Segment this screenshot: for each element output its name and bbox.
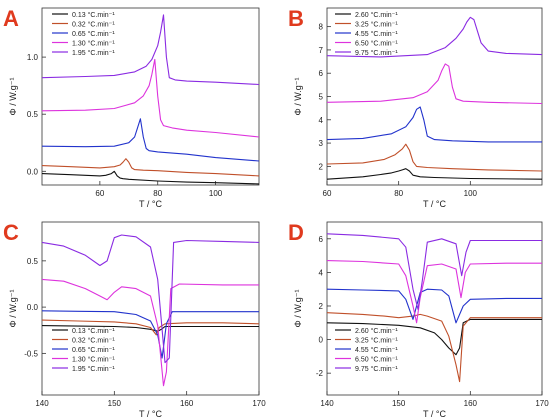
x-tick-label: 80 <box>153 189 162 198</box>
y-tick-label: 7 <box>319 46 324 55</box>
y-axis-label: Φ / W.g⁻¹ <box>8 78 18 116</box>
panel-letter: A <box>3 6 19 31</box>
series-line <box>327 318 542 356</box>
x-tick-label: 140 <box>320 399 334 408</box>
legend-label: 2.60 °C.min⁻¹ <box>355 11 398 19</box>
y-tick-label: 1.0 <box>27 53 39 62</box>
series-line <box>42 158 259 177</box>
series-line <box>327 233 542 310</box>
series-line <box>327 63 542 105</box>
x-tick-label: 100 <box>464 189 478 198</box>
y-tick-label: 5 <box>319 93 324 102</box>
legend-label: 3.25 °C.min⁻¹ <box>355 337 398 345</box>
legend-label: 0.13 °C.min⁻¹ <box>72 327 115 335</box>
y-tick-label: 4 <box>319 268 324 277</box>
panel-a: A 60 80 100 0.0 0.5 1.0 T / °C Φ / W.g⁻¹ 0.13 °C.… <box>3 6 260 209</box>
y-tick-label: 0.0 <box>27 167 39 176</box>
series-line <box>42 14 259 86</box>
y-tick-label: 0.5 <box>27 110 39 119</box>
series-line <box>327 260 542 324</box>
x-axis-label: T / °C <box>423 199 446 209</box>
legend-label: 0.32 °C.min⁻¹ <box>72 337 115 345</box>
panel-d: D 140 150 160 170 -2 0 2 4 6 T / °C Φ / W.g⁻¹ 2.60 °… <box>288 220 549 418</box>
legend-label: 1.30 °C.min⁻¹ <box>72 40 115 48</box>
y-tick-label: 6 <box>319 69 324 78</box>
plot-frame <box>326 221 543 396</box>
y-tick-label: 3 <box>319 139 324 148</box>
y-tick-label: 8 <box>319 23 324 32</box>
legend-label: 0.32 °C.min⁻¹ <box>72 21 115 29</box>
x-tick-label: 60 <box>323 189 332 198</box>
legend-label: 0.65 °C.min⁻¹ <box>72 30 115 38</box>
legend: 2.60 °C.min⁻¹ 3.25 °C.min⁻¹4.55 °C.min⁻¹ 6… <box>335 11 398 57</box>
x-tick-label: 100 <box>209 189 223 198</box>
legend-label: 4.55 °C.min⁻¹ <box>355 346 398 354</box>
series-line <box>42 118 259 162</box>
x-tick-label: 80 <box>394 189 403 198</box>
x-tick-label: 170 <box>252 399 266 408</box>
legend-label: 2.60 °C.min⁻¹ <box>355 327 398 335</box>
x-tick-label: 160 <box>464 399 478 408</box>
series-line <box>327 168 542 180</box>
x-tick-label: 140 <box>35 399 49 408</box>
x-tick-label: 150 <box>108 399 122 408</box>
y-axis-label: Φ / W.g⁻¹ <box>8 290 18 328</box>
legend-label: 1.95 °C.min⁻¹ <box>72 49 115 57</box>
y-tick-label: -0.5 <box>24 349 38 358</box>
legend-label: 3.25 °C.min⁻¹ <box>355 21 398 29</box>
series-line <box>42 234 259 364</box>
y-tick-label: -2 <box>316 369 324 378</box>
y-tick-label: 2 <box>319 302 324 311</box>
x-tick-label: 150 <box>392 399 406 408</box>
series-line <box>327 16 542 58</box>
y-tick-label: 0 <box>319 336 324 345</box>
series-line <box>327 143 542 172</box>
legend-label: 1.30 °C.min⁻¹ <box>72 356 115 364</box>
legend-label: 0.13 °C.min⁻¹ <box>72 11 115 19</box>
legend-label: 9.75 °C.min⁻¹ <box>355 49 398 57</box>
legend: 0.13 °C.min⁻¹ 0.32 °C.min⁻¹0.65 °C.min⁻¹ 1… <box>52 327 115 373</box>
panel-b: B 60 80 100 2 3 4 5 6 7 8 T / °C Φ / W.g⁻¹ 2.60 °C.mi… <box>288 6 543 209</box>
series-line <box>42 278 259 387</box>
y-tick-label: 6 <box>319 235 324 244</box>
x-tick-label: 170 <box>535 399 549 408</box>
plot-frame <box>41 221 260 396</box>
x-tick-label: 160 <box>180 399 194 408</box>
y-tick-label: 2 <box>319 162 324 171</box>
y-tick-label: 4 <box>319 116 324 125</box>
series-line <box>327 288 542 324</box>
y-tick-label: 0.5 <box>27 257 39 266</box>
x-tick-label: 60 <box>95 189 104 198</box>
plot-frame <box>41 7 260 186</box>
series-line <box>327 312 542 383</box>
y-axis-label: Φ / W.g⁻¹ <box>293 78 303 116</box>
legend-label: 6.50 °C.min⁻¹ <box>355 40 398 48</box>
x-axis-label: T / °C <box>139 199 162 209</box>
series-line <box>42 319 259 336</box>
y-axis-label: Φ / W.g⁻¹ <box>293 290 303 328</box>
legend-label: 9.75 °C.min⁻¹ <box>355 365 398 373</box>
series-line <box>42 170 259 185</box>
panel-letter: B <box>288 6 304 31</box>
series-line <box>327 106 542 143</box>
legend-label: 4.55 °C.min⁻¹ <box>355 30 398 38</box>
legend: 0.13 °C.min⁻¹ 0.32 °C.min⁻¹0.65 °C.min⁻¹ 1… <box>52 11 115 57</box>
series-line <box>42 58 259 138</box>
y-tick-label: 0.0 <box>27 303 39 312</box>
legend-label: 6.50 °C.min⁻¹ <box>355 356 398 364</box>
legend-label: 1.95 °C.min⁻¹ <box>72 365 115 373</box>
panel-c: C 140 150 160 170 -0.5 0.0 0.5 T / °C Φ / W.g⁻¹ 0.… <box>3 220 266 418</box>
legend: 2.60 °C.min⁻¹ 3.25 °C.min⁻¹4.55 °C.min⁻¹ 6… <box>335 327 398 373</box>
x-axis-label: T / °C <box>139 409 162 418</box>
legend-label: 0.65 °C.min⁻¹ <box>72 346 115 354</box>
panel-letter: D <box>288 220 304 245</box>
panel-letter: C <box>3 220 19 245</box>
x-axis-label: T / °C <box>423 409 446 418</box>
